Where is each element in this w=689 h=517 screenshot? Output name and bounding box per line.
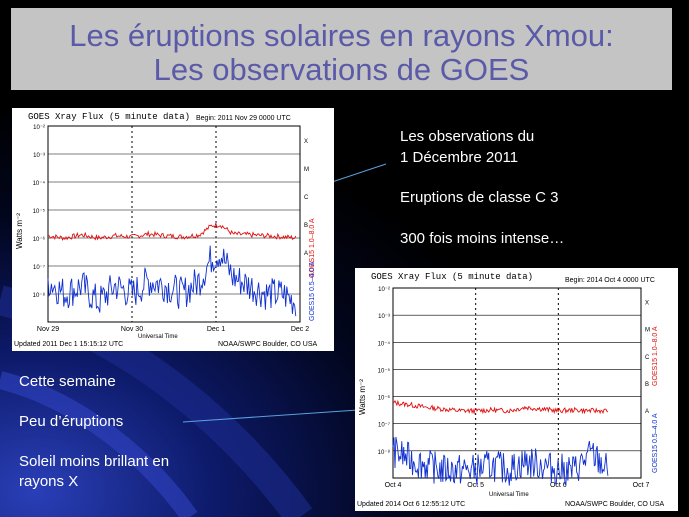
note-line: Les observations du <box>400 128 535 145</box>
flare-class-label: C <box>304 195 309 201</box>
y-tick-label: 10⁻³ <box>33 153 45 159</box>
flare-class-label: A <box>645 409 649 415</box>
legend-short: GOES15 0.5–4.0 A <box>309 261 316 321</box>
x-tick-label: Oct 7 <box>633 482 650 489</box>
x-tick-label: Oct 5 <box>467 482 484 489</box>
flare-class-label: C <box>645 355 650 361</box>
series-line <box>392 399 609 415</box>
plot-credit: NOAA/SWPC Boulder, CO USA <box>218 341 318 348</box>
goes-plot-2011: 10⁻² 10⁻³ 10⁻⁴ 10⁻⁵ 10⁻⁶ 10⁻⁷ 10⁻⁸ Nov 29 Nov 30… <box>12 108 334 351</box>
flare-class-label: B <box>645 382 649 388</box>
plot-xlabel: Universal Time <box>138 334 178 340</box>
note-line: Soleil moins brillant en <box>19 453 170 470</box>
y-tick-label: 10⁻⁴ <box>378 340 391 347</box>
note-line: Cette semaine <box>19 373 116 390</box>
y-tick-label: 10⁻⁶ <box>378 395 391 402</box>
note-line: rayons X <box>19 473 79 490</box>
y-tick-label: 10⁻⁵ <box>33 208 46 215</box>
y-tick-label: 10⁻⁷ <box>33 264 45 271</box>
legend-long: GOES15 1.0–8.0 A <box>652 326 659 386</box>
goes-plot-2014-svg: 10⁻² 10⁻³ 10⁻⁴ 10⁻⁵ 10⁻⁶ 10⁻⁷ 10⁻⁸ Oct 4 Oct 5 Oc… <box>378 287 650 489</box>
note-line <box>400 209 564 229</box>
title-line-2: Les observations de GOES <box>153 52 530 87</box>
note-line: Peu d’éruptions <box>19 413 124 430</box>
plot-updated: Updated 2014 Oct 6 12:55:12 UTC <box>357 501 466 508</box>
y-tick-label: 10⁻⁵ <box>378 367 391 374</box>
connector-line-bottom <box>182 409 359 423</box>
flare-class-label: B <box>304 223 308 229</box>
note-line <box>19 392 169 412</box>
plot-begin: Begin: 2011 Nov 29 0000 UTC <box>196 115 291 122</box>
flare-class-label: X <box>645 301 649 307</box>
series-line <box>47 221 297 241</box>
flare-class-label: M <box>645 328 650 334</box>
goes-plot-2011-svg: 10⁻² 10⁻³ 10⁻⁴ 10⁻⁵ 10⁻⁶ 10⁻⁷ 10⁻⁸ Nov 29 Nov 30… <box>33 125 310 333</box>
flare-class-label: X <box>304 139 308 145</box>
plot-title: GOES Xray Flux (5 minute data) <box>371 272 534 282</box>
slide-title: Les éruptions solaires en rayons Xmou: L… <box>11 8 672 90</box>
x-tick-label: Nov 29 <box>37 326 59 333</box>
plot-ylabel: Watts m⁻² <box>357 379 367 415</box>
y-tick-label: 10⁻² <box>378 287 390 293</box>
plot-xlabel: Universal Time <box>489 492 529 498</box>
flare-class-label: A <box>304 251 308 257</box>
x-tick-label: Dec 1 <box>207 326 225 333</box>
y-tick-label: 10⁻⁷ <box>378 422 390 429</box>
y-tick-label: 10⁻³ <box>378 314 390 320</box>
note-line: 1 Décembre 2011 <box>400 148 519 166</box>
plot-updated: Updated 2011 Dec 1 15:15:12 UTC <box>14 341 124 348</box>
left-notes: Cette semaine Peu d’éruptions Soleil moi… <box>19 372 169 492</box>
series-line <box>392 436 609 486</box>
right-notes: Les observations du 1 Décembre 2011 Erup… <box>400 127 564 249</box>
x-tick-label: Oct 6 <box>550 482 567 489</box>
plot-ylabel: Watts m⁻² <box>14 213 24 249</box>
y-tick-label: 10⁻² <box>33 125 45 131</box>
plot-begin: Begin: 2014 Oct 4 0000 UTC <box>565 277 655 284</box>
y-tick-label: 10⁻⁸ <box>378 449 391 456</box>
note-line: Eruptions de classe C 3 <box>400 189 559 206</box>
y-tick-label: 10⁻⁴ <box>33 180 46 187</box>
note-line <box>400 168 564 188</box>
goes-plot-2014: 10⁻² 10⁻³ 10⁻⁴ 10⁻⁵ 10⁻⁶ 10⁻⁷ 10⁻⁸ Oct 4 Oct 5 Oc… <box>355 268 678 511</box>
plot-credit: NOAA/SWPC Boulder, CO USA <box>565 501 665 508</box>
legend-short: GOES15 0.5–4.0 A <box>652 413 659 473</box>
x-tick-label: Nov 30 <box>121 326 143 333</box>
y-tick-label: 10⁻⁸ <box>33 292 46 299</box>
y-tick-label: 10⁻⁶ <box>33 236 46 243</box>
note-line <box>19 432 169 452</box>
plot-title: GOES Xray Flux (5 minute data) <box>28 112 191 122</box>
flare-class-label: M <box>304 167 309 173</box>
x-tick-label: Dec 2 <box>291 326 309 333</box>
title-line-1: Les éruptions solaires en rayons Xmou: <box>69 18 614 53</box>
plot-area <box>392 287 642 479</box>
series-line <box>47 245 297 317</box>
x-tick-label: Oct 4 <box>385 482 402 489</box>
note-line: 300 fois moins intense… <box>400 229 565 247</box>
